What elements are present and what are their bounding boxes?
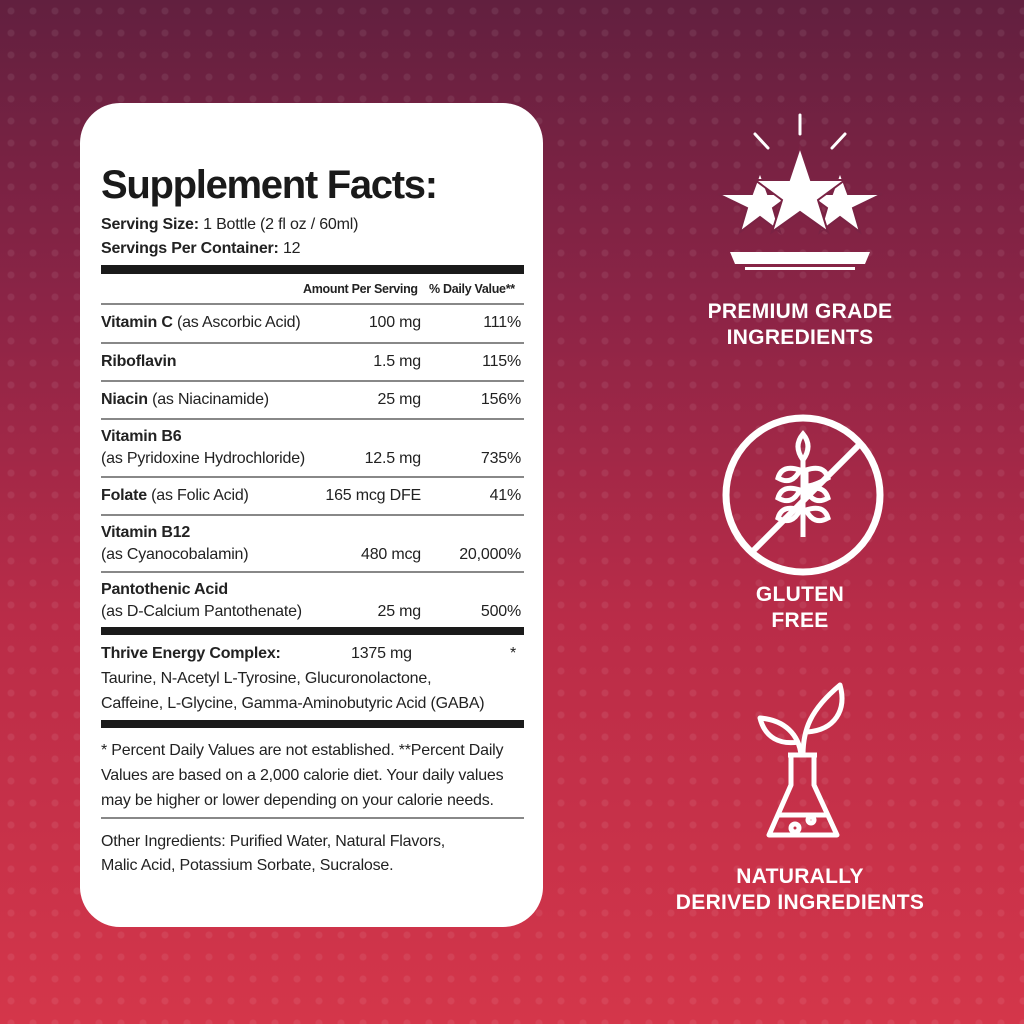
complex-ingredients-2: Caffeine, L-Glycine, Gamma-Aminobutyric … [101,695,485,712]
footnote-line: * Percent Daily Values are not establish… [101,742,504,759]
nutrient-amount: 100 mg [368,314,421,331]
badge-label: FREE [771,609,829,632]
footnote: * Percent Daily Values are not establish… [101,738,504,813]
col-amount-header: Amount Per Serving [303,282,418,296]
nutrient-amount: 25 mg [377,391,422,408]
nutrient-amount: 25 mg [377,603,422,620]
nutrient-label: Vitamin C (as Ascorbic Acid) [101,314,301,332]
supplement-facts-panel: Supplement Facts: Serving Size: 1 Bottle… [80,103,543,927]
divider [101,342,524,344]
nutrient-name: Folate [101,487,147,504]
badge-natural: NATURALLY DERIVED INGREDIENTS [660,864,940,916]
badge-label: PREMIUM GRADE [707,300,893,323]
badge-gluten-free: GLUTEN FREE [660,582,940,634]
nutrient-name: Niacin [101,391,148,408]
serving-size-value: 1 Bottle (2 fl oz / 60ml) [203,216,359,233]
nutrient-name: Pantothenic Acid [101,581,228,598]
nutrient-label: Riboflavin [101,353,177,371]
divider [101,418,524,420]
servings-value: 12 [282,240,301,257]
complex-name: Thrive Energy Complex: [101,645,281,662]
divider [101,303,524,305]
nutrient-amount: 12.5 mg [364,450,422,467]
serving-size: Serving Size: 1 Bottle (2 fl oz / 60ml) [101,216,358,234]
panel-title: Supplement Facts: [101,163,438,207]
nutrient-detail: (as Folic Acid) [151,487,249,504]
thick-divider [101,265,524,274]
other-ingredients-line: Malic Acid, Potassium Sorbate, Sucralose… [101,857,394,874]
nutrient-dv: 115% [482,353,521,370]
nutrient-detail: (as Pyridoxine Hydrochloride) [101,450,306,467]
nutrient-name: Vitamin B6 [101,428,182,445]
nutrient-amount: 480 mcg [361,546,421,563]
badge-label: DERIVED INGREDIENTS [675,891,925,914]
servings-per-container: Servings Per Container: 12 [101,240,301,258]
thick-divider [101,720,524,728]
footnote-line: may be higher or lower depending on your… [101,792,494,809]
divider [101,571,524,573]
nutrient-detail: (as Ascorbic Acid) [176,314,301,331]
nutrient-name: Riboflavin [101,353,177,370]
nutrient-label: Folate (as Folic Acid) [101,487,249,505]
nutrient-dv: 735% [480,450,521,467]
plant-flask-icon [757,682,845,838]
thick-divider [101,627,524,635]
nutrient-label: Niacin (as Niacinamide) [101,391,269,409]
nutrient-dv: 500% [480,603,521,620]
other-ingredients: Other Ingredients: Purified Water, Natur… [101,830,445,878]
divider [101,476,524,478]
servings-label: Servings Per Container: [101,240,279,257]
nutrient-dv: 156% [480,391,521,408]
divider [101,380,524,382]
nutrient-amount: 165 mcg DFE [325,487,421,504]
complex-ingredients-1: Taurine, N-Acetyl L-Tyrosine, Glucuronol… [101,670,432,687]
badge-premium: PREMIUM GRADE INGREDIENTS [660,299,940,351]
badge-label: INGREDIENTS [726,326,874,349]
nutrient-detail: (as Niacinamide) [152,391,269,408]
nutrient-name: Vitamin C [101,314,173,331]
badge-label: GLUTEN [755,583,845,606]
stars-icon [717,113,883,270]
divider [101,514,524,516]
badge-label: NATURALLY [736,865,864,888]
nutrient-amount: 1.5 mg [373,353,421,370]
col-dv-header: % Daily Value** [429,282,515,296]
nutrient-dv: 41% [489,487,522,504]
nutrient-dv: 111% [483,314,521,331]
divider [101,817,524,819]
other-ingredients-line: Other Ingredients: Purified Water, Natur… [101,833,446,850]
gluten-free-icon [722,414,884,576]
footnote-line: Values are based on a 2,000 calorie diet… [101,767,504,784]
complex-dv: * [510,645,517,662]
complex-amount: 1375 mg [351,645,412,662]
nutrient-name: Vitamin B12 [101,524,191,541]
nutrient-dv: 20,000% [459,546,521,563]
serving-size-label: Serving Size: [101,216,199,233]
nutrient-detail: (as D-Calcium Pantothenate) [101,603,302,620]
nutrient-detail: (as Cyanocobalamin) [101,546,249,563]
